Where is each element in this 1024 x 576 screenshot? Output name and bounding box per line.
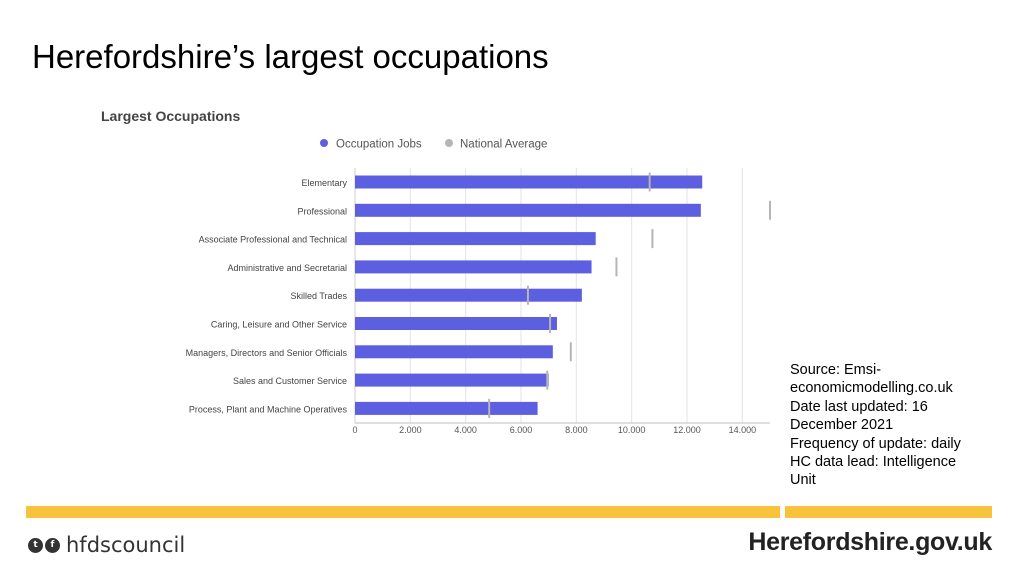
bar-occupation-jobs-2 [355,203,701,217]
marker-national-average-6 [549,314,552,333]
source-line-1: Source: Emsi- [790,362,882,378]
marker-national-average-1 [648,172,651,192]
legend-label-1: Occupation Jobs [336,139,422,151]
footer-band-divider [780,506,785,518]
source-notes: Source: Emsi- economicmodelling.co.uk Da… [790,361,980,490]
source-line-2: economicmodelling.co.uk [790,380,953,397]
category-label-3: Associate Professional and Technical [199,235,347,245]
marker-national-average-9 [488,398,491,418]
category-label-9: Process, Plant and Machine Operatives [189,404,348,414]
marker-national-average-5 [526,285,529,305]
footer-accent-band [26,506,992,518]
category-label-2: Professional [297,206,347,216]
bar-occupation-jobs-6 [355,317,557,330]
chart-title: Largest Occupations [101,108,240,124]
twitter-icon[interactable]: t [28,537,43,553]
x-tick-label-1: 0 [352,425,357,435]
social-handle: hfdscouncil [66,533,186,557]
bar-occupation-jobs-1 [355,175,703,189]
legend-label-2: National Average [460,139,547,151]
facebook-icon[interactable]: f [45,537,60,553]
category-label-7: Managers, Directors and Senior Officials [186,348,348,358]
social-links: t f hfdscouncil [28,533,185,557]
source-line-7: Unit [790,472,816,489]
source-line-6: HC data lead: Intelligence [790,454,957,471]
bar-occupation-jobs-8 [355,373,549,387]
bar-occupation-jobs-5 [355,288,582,302]
x-tick-label-3: 4.000 [454,425,477,435]
herefordshire-logo: Herefordshire.gov.uk [748,528,992,556]
marker-national-average-7 [569,342,572,362]
slide-title: Herefordshire’s largest occupations [32,38,549,75]
x-tick-label-4: 6.000 [510,425,533,435]
source-line-5: Frequency of update: daily [790,435,961,452]
x-tick-label-2: 2.000 [399,425,422,435]
x-tick-label-5: 8.000 [565,425,588,435]
category-label-8: Sales and Customer Service [233,376,347,386]
marker-national-average-2 [769,200,771,220]
category-label-4: Administrative and Secretarial [227,263,347,273]
category-label-6: Caring, Leisure and Other Service [211,320,347,330]
x-tick-label-8: 14.000 [729,425,757,435]
bar-occupation-jobs-3 [355,232,596,246]
legend-marker-1 [320,139,328,147]
source-line-4: December 2021 [790,417,894,434]
source-line-3: Date last updated: 16 [790,398,928,415]
bar-occupation-jobs-7 [355,345,553,359]
marker-national-average-4 [615,257,618,277]
x-tick-label-6: 10.000 [618,425,646,435]
category-label-1: Elementary [301,178,347,188]
legend-marker-2 [445,139,453,147]
bar-occupation-jobs-4 [355,260,592,274]
bar-occupation-jobs-9 [355,401,538,415]
x-tick-label-7: 12.000 [673,425,701,435]
marker-national-average-3 [651,229,654,249]
category-label-5: Skilled Trades [290,291,347,301]
marker-national-average-8 [546,370,549,390]
